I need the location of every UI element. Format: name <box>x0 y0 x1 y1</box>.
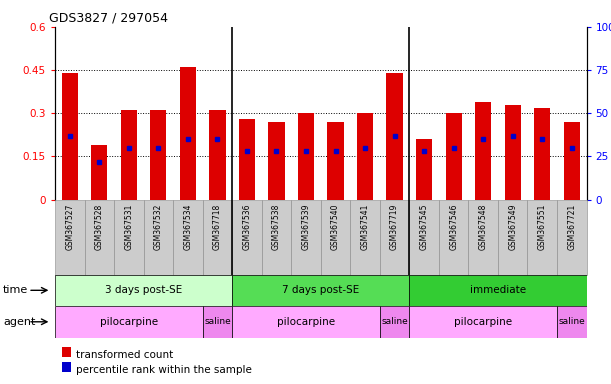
Text: saline: saline <box>381 317 408 326</box>
Bar <box>298 113 314 200</box>
Bar <box>439 200 469 275</box>
Bar <box>62 347 71 357</box>
Text: percentile rank within the sample: percentile rank within the sample <box>76 365 252 375</box>
Bar <box>527 200 557 275</box>
Text: GSM367548: GSM367548 <box>478 204 488 250</box>
Bar <box>210 111 225 200</box>
Text: GSM367532: GSM367532 <box>154 204 163 250</box>
Bar <box>91 145 108 200</box>
Bar <box>387 73 403 200</box>
Text: GSM367721: GSM367721 <box>567 204 576 250</box>
Text: saline: saline <box>204 317 231 326</box>
Text: 3 days post-SE: 3 days post-SE <box>105 285 182 295</box>
Bar <box>144 200 173 275</box>
Bar <box>416 139 432 200</box>
Bar <box>564 122 580 200</box>
Text: GSM367551: GSM367551 <box>538 204 547 250</box>
Bar <box>445 113 462 200</box>
Text: GSM367538: GSM367538 <box>272 204 281 250</box>
Text: GSM367718: GSM367718 <box>213 204 222 250</box>
Text: saline: saline <box>558 317 585 326</box>
Text: GSM367534: GSM367534 <box>183 204 192 250</box>
Bar <box>232 200 262 275</box>
Bar <box>469 200 498 275</box>
Text: GSM367546: GSM367546 <box>449 204 458 250</box>
Text: GSM367541: GSM367541 <box>360 204 370 250</box>
Bar <box>291 200 321 275</box>
Bar <box>262 200 291 275</box>
Bar <box>557 306 587 338</box>
Text: transformed count: transformed count <box>76 350 174 360</box>
Bar <box>475 102 491 200</box>
Text: pilocarpine: pilocarpine <box>454 317 512 327</box>
Text: GSM367539: GSM367539 <box>301 204 310 250</box>
Bar <box>327 122 343 200</box>
Bar <box>55 200 84 275</box>
Text: GSM367549: GSM367549 <box>508 204 518 250</box>
Bar <box>203 306 232 338</box>
Text: immediate: immediate <box>470 285 526 295</box>
Text: agent: agent <box>3 317 35 327</box>
Bar <box>203 200 232 275</box>
Bar <box>114 200 144 275</box>
Bar <box>498 200 527 275</box>
Text: GSM367536: GSM367536 <box>243 204 252 250</box>
Bar <box>232 275 409 306</box>
Bar <box>55 275 232 306</box>
Bar <box>321 200 350 275</box>
Bar <box>557 200 587 275</box>
Bar <box>232 306 380 338</box>
Text: time: time <box>3 285 28 295</box>
Bar <box>121 111 137 200</box>
Bar <box>239 119 255 200</box>
Text: pilocarpine: pilocarpine <box>277 317 335 327</box>
Text: GSM367531: GSM367531 <box>124 204 133 250</box>
Text: pilocarpine: pilocarpine <box>100 317 158 327</box>
Bar <box>534 108 551 200</box>
Text: GSM367528: GSM367528 <box>95 204 104 250</box>
Bar <box>62 73 78 200</box>
Text: 7 days post-SE: 7 days post-SE <box>282 285 359 295</box>
Text: GSM367719: GSM367719 <box>390 204 399 250</box>
Bar <box>357 113 373 200</box>
Bar <box>409 306 557 338</box>
Bar <box>409 275 587 306</box>
Bar <box>268 122 285 200</box>
Bar <box>62 362 71 372</box>
Bar <box>150 111 166 200</box>
Bar <box>180 67 196 200</box>
Bar <box>380 306 409 338</box>
Bar <box>173 200 203 275</box>
Text: GSM367527: GSM367527 <box>65 204 75 250</box>
Bar <box>55 306 203 338</box>
Bar <box>350 200 380 275</box>
Bar <box>409 200 439 275</box>
Bar <box>380 200 409 275</box>
Text: GDS3827 / 297054: GDS3827 / 297054 <box>49 12 168 25</box>
Bar <box>505 104 521 200</box>
Bar <box>84 200 114 275</box>
Text: GSM367545: GSM367545 <box>420 204 429 250</box>
Text: GSM367540: GSM367540 <box>331 204 340 250</box>
